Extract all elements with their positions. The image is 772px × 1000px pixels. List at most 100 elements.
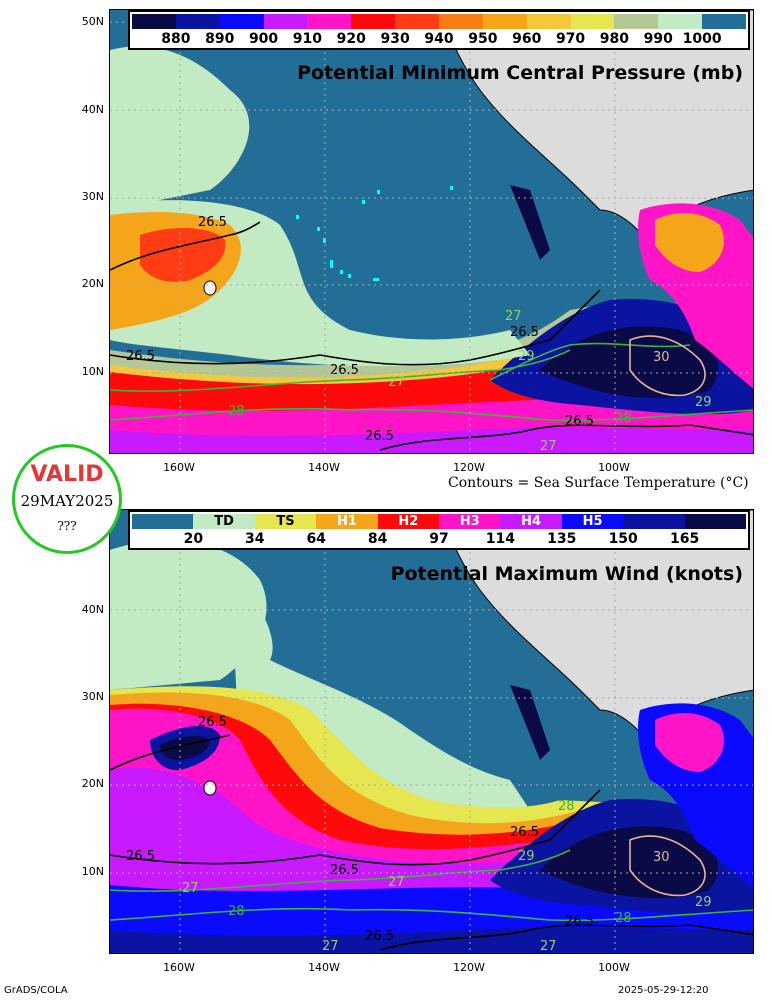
- valid-time: ???: [57, 519, 77, 533]
- colorbar-tick-label: 20: [183, 531, 204, 547]
- colorbar-tick-label: 900: [248, 31, 279, 47]
- colorbar-category-label: TD: [214, 514, 234, 529]
- lat-label: 40N: [81, 603, 104, 616]
- colorbar-swatch: [351, 14, 396, 29]
- valid-badge: VALID 29MAY2025 ???: [12, 444, 122, 554]
- contour-label: 26.5: [330, 363, 359, 378]
- footer-timestamp: 2025-05-29-12:20: [618, 985, 709, 996]
- colorbar-tick-label: 930: [380, 31, 410, 47]
- colorbar-tick-label: 950: [468, 31, 498, 47]
- lon-label: 120W: [453, 461, 485, 474]
- lon-label: 140W: [308, 961, 340, 974]
- colorbar-category-label: H4: [521, 514, 542, 529]
- lon-label: 100W: [598, 961, 630, 974]
- wind-colorbar-swatches: TD TS H1 H2 H3 H4 H5: [132, 514, 747, 529]
- colorbar-tick-label: 910: [292, 31, 323, 47]
- colorbar-swatch: [132, 14, 176, 29]
- colorbar-swatch: H3: [439, 514, 501, 529]
- contour-label: 26.5: [510, 825, 539, 840]
- contour-label: 26.5: [510, 325, 539, 340]
- colorbar-tick-label: 135: [547, 531, 577, 547]
- colorbar-swatch: [684, 514, 747, 529]
- lon-label: 120W: [453, 961, 485, 974]
- lat-label: 40N: [81, 103, 104, 116]
- colorbar-tick-label: 34: [245, 531, 265, 547]
- wind-map: 26.5 26.5 26.5 26.5 26.5 26.5 27 27 27 2…: [110, 510, 753, 954]
- colorbar-swatch: TD: [193, 514, 255, 529]
- colorbar-tick-label: 920: [336, 31, 366, 47]
- contour-label: 30: [653, 350, 670, 365]
- contour-label: 28: [615, 911, 632, 926]
- colorbar-swatch: [570, 14, 615, 29]
- colorbar-category-label: H1: [336, 514, 357, 529]
- footer-credit: GrADS/COLA: [4, 985, 68, 996]
- colorbar-swatch: [658, 14, 703, 29]
- contour-label: 27: [540, 439, 557, 454]
- contour-label: 30: [653, 850, 670, 865]
- colorbar-swatch: H4: [500, 514, 562, 529]
- contour-label: 26.5: [565, 914, 594, 929]
- pressure-colorbar: 880 890 900 910 920 930 940 950 960 970 980 990 1000: [128, 10, 750, 50]
- lat-label: 10N: [81, 865, 104, 878]
- contour-label: 27: [322, 939, 339, 954]
- contour-label: 29: [518, 849, 535, 864]
- contour-label: 27: [182, 881, 199, 896]
- contour-label: 26.5: [330, 863, 359, 878]
- contour-label: 27: [540, 939, 557, 954]
- lat-label: 10N: [81, 365, 104, 378]
- valid-title: VALID: [30, 462, 104, 487]
- colorbar-category-label: H3: [459, 514, 480, 529]
- pressure-colorbar-labels: 880 890 900 910 920 930 940 950 960 970 980 990 1000: [132, 31, 746, 47]
- colorbar-swatch: [175, 14, 220, 29]
- colorbar-swatch: [219, 14, 264, 29]
- colorbar-swatch: H5: [561, 514, 624, 529]
- colorbar-category-label: H2: [398, 514, 419, 529]
- contour-label: 26.5: [126, 849, 155, 864]
- contour-label: 26.5: [365, 929, 394, 944]
- contour-label: 29: [518, 349, 535, 364]
- colorbar-tick-label: 84: [367, 531, 388, 547]
- wind-map-panel: 26.5 26.5 26.5 26.5 26.5 26.5 27 27 27 2…: [109, 509, 754, 954]
- pressure-panel-title: Potential Minimum Central Pressure (mb): [297, 62, 743, 84]
- lat-label: 30N: [81, 690, 104, 703]
- colorbar-tick-label: 150: [608, 531, 638, 547]
- contour-label: 27: [505, 309, 522, 324]
- contour-label: 27: [388, 375, 405, 390]
- contour-label: 26.5: [198, 715, 227, 730]
- contour-label: 29: [695, 895, 712, 910]
- contour-label: 28: [228, 904, 245, 919]
- lat-label: 30N: [81, 190, 104, 203]
- contour-label: 28: [228, 404, 245, 419]
- wind-colorbar-labels: 20 34 64 84 97 114 135 150 165: [132, 531, 746, 547]
- colorbar-tick-label: 960: [512, 31, 542, 47]
- wind-panel-title: Potential Maximum Wind (knots): [390, 563, 743, 585]
- colorbar-swatch: [702, 14, 747, 29]
- contour-label: 29: [695, 395, 712, 410]
- colorbar-category-label: H5: [582, 514, 603, 529]
- contour-label: 26.5: [198, 215, 227, 230]
- colorbar-category-label: TS: [276, 514, 295, 529]
- colorbar-tick-label: 1000: [682, 31, 722, 47]
- lon-label: 160W: [163, 961, 195, 974]
- colorbar-tick-label: 64: [306, 531, 326, 547]
- lon-label: 160W: [163, 461, 195, 474]
- wind-colorbar: TD TS H1 H2 H3 H4 H5 20 34 64 84 97 114 135 150 165: [128, 510, 750, 550]
- colorbar-tick-label: 880: [161, 31, 191, 47]
- colorbar-swatch: [307, 14, 352, 29]
- colorbar-swatch: [263, 14, 308, 29]
- colorbar-tick-label: 165: [669, 531, 700, 547]
- pressure-map-panel: 26.5 26.5 26.5 26.5 26.5 26.5 27 27 27 2…: [109, 9, 754, 454]
- lat-label: 20N: [81, 277, 104, 290]
- lon-label: 140W: [308, 461, 340, 474]
- colorbar-tick-label: 890: [205, 31, 235, 47]
- colorbar-tick-label: 114: [485, 531, 516, 547]
- pressure-map: 26.5 26.5 26.5 26.5 26.5 26.5 27 27 27 2…: [110, 10, 753, 454]
- colorbar-swatch: [395, 14, 440, 29]
- colorbar-swatch: [614, 14, 659, 29]
- colorbar-tick-label: 990: [643, 31, 673, 47]
- colorbar-tick-label: 970: [555, 31, 586, 47]
- lon-label: 100W: [598, 461, 630, 474]
- contour-label: 27: [388, 875, 405, 890]
- colorbar-tick-label: 97: [429, 531, 449, 547]
- colorbar-swatch: H2: [377, 514, 440, 529]
